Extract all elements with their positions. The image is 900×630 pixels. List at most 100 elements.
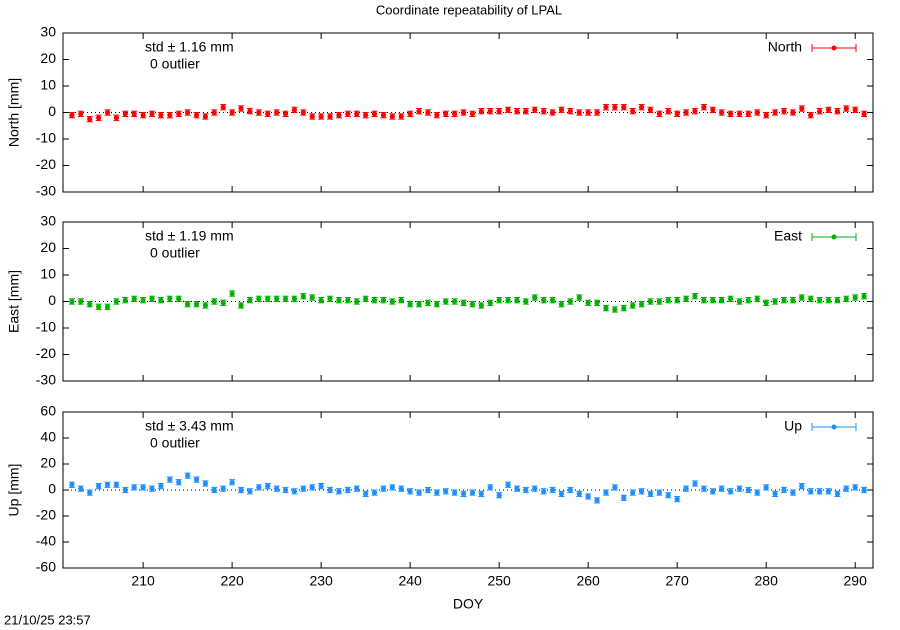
annotation: std ± 1.19 mm [145, 228, 234, 244]
data-point [104, 482, 111, 488]
data-point [701, 297, 707, 303]
x-tick-label: 280 [755, 573, 779, 589]
data-point [674, 496, 680, 502]
data-point [478, 491, 484, 497]
legend-label: Up [784, 418, 802, 434]
data-point [736, 486, 743, 492]
data-point [496, 492, 502, 498]
data-point [790, 297, 796, 303]
data-point [176, 479, 182, 485]
y-axis-label: North [mm] [6, 78, 22, 147]
x-tick-label: 260 [576, 573, 600, 589]
data-point [487, 300, 493, 306]
y-tick-label: 40 [40, 429, 56, 445]
data-point [665, 108, 671, 114]
data-point [336, 297, 342, 303]
data-point [558, 301, 565, 307]
data-point [371, 111, 378, 117]
data-point [861, 293, 867, 299]
y-tick-label: 30 [40, 213, 56, 229]
data-point [763, 484, 769, 490]
y-tick-label: -10 [36, 319, 56, 335]
data-point [505, 107, 511, 113]
data-point [638, 104, 645, 110]
data-point [452, 490, 458, 496]
data-point [185, 109, 191, 116]
data-point [514, 486, 520, 492]
data-point [808, 112, 814, 118]
data-point [674, 297, 680, 303]
annotation: std ± 1.16 mm [145, 39, 234, 55]
y-tick-label: 20 [40, 455, 56, 471]
data-point [78, 111, 84, 117]
data-point [692, 108, 698, 114]
data-point [309, 294, 315, 301]
data-point [594, 109, 600, 116]
data-point [256, 109, 262, 116]
data-point [861, 487, 867, 493]
data-point [621, 495, 627, 501]
data-point [763, 300, 769, 306]
data-point [861, 111, 867, 117]
data-point [185, 473, 191, 479]
data-point [211, 109, 217, 116]
timestamp: 21/10/25 23:57 [4, 612, 91, 627]
data-point [318, 113, 324, 120]
data-point [131, 296, 137, 302]
data-point [238, 487, 244, 493]
data-point [603, 305, 609, 311]
x-tick-label: 220 [220, 573, 244, 589]
data-point [799, 105, 805, 112]
data-point [825, 107, 832, 113]
data-point [202, 480, 209, 487]
data-point [389, 113, 395, 120]
data-point [460, 300, 467, 306]
data-point [541, 297, 547, 303]
data-point [176, 111, 182, 117]
data-point [363, 112, 369, 118]
data-point [781, 108, 787, 114]
data-point [96, 115, 102, 121]
data-point [140, 297, 146, 303]
data-point [300, 293, 306, 299]
data-point [469, 301, 476, 307]
data-point [327, 113, 333, 120]
y-tick-label: -30 [36, 372, 56, 388]
data-point [469, 111, 476, 117]
data-point [282, 296, 289, 302]
data-point [647, 107, 654, 113]
data-point [416, 490, 422, 496]
data-point [496, 297, 502, 303]
data-point [336, 112, 342, 118]
y-axis-label: Up [mm] [6, 464, 22, 517]
data-point [710, 107, 716, 113]
annotation: 0 outlier [150, 435, 200, 451]
data-point [265, 296, 271, 302]
y-tick-label: -60 [36, 559, 56, 575]
data-point [745, 111, 751, 117]
data-point [87, 116, 93, 122]
data-point [407, 301, 413, 307]
data-point [505, 482, 511, 488]
x-tick-label: 230 [309, 573, 333, 589]
data-point [96, 483, 102, 489]
data-point [354, 486, 360, 492]
y-tick-label: -10 [36, 130, 56, 146]
data-point [220, 300, 226, 306]
data-point [282, 487, 289, 493]
data-point [781, 487, 787, 493]
data-point [354, 298, 360, 305]
data-point [69, 112, 75, 118]
data-point [532, 486, 538, 492]
data-point [727, 111, 734, 117]
data-point [630, 302, 636, 309]
legend-symbol [831, 234, 837, 240]
annotation: 0 outlier [150, 245, 200, 261]
data-point [523, 487, 529, 493]
data-point [274, 486, 280, 492]
data-point [638, 301, 645, 307]
data-point [371, 490, 378, 496]
data-point [167, 112, 173, 118]
data-point [647, 491, 654, 497]
data-point [140, 484, 146, 490]
